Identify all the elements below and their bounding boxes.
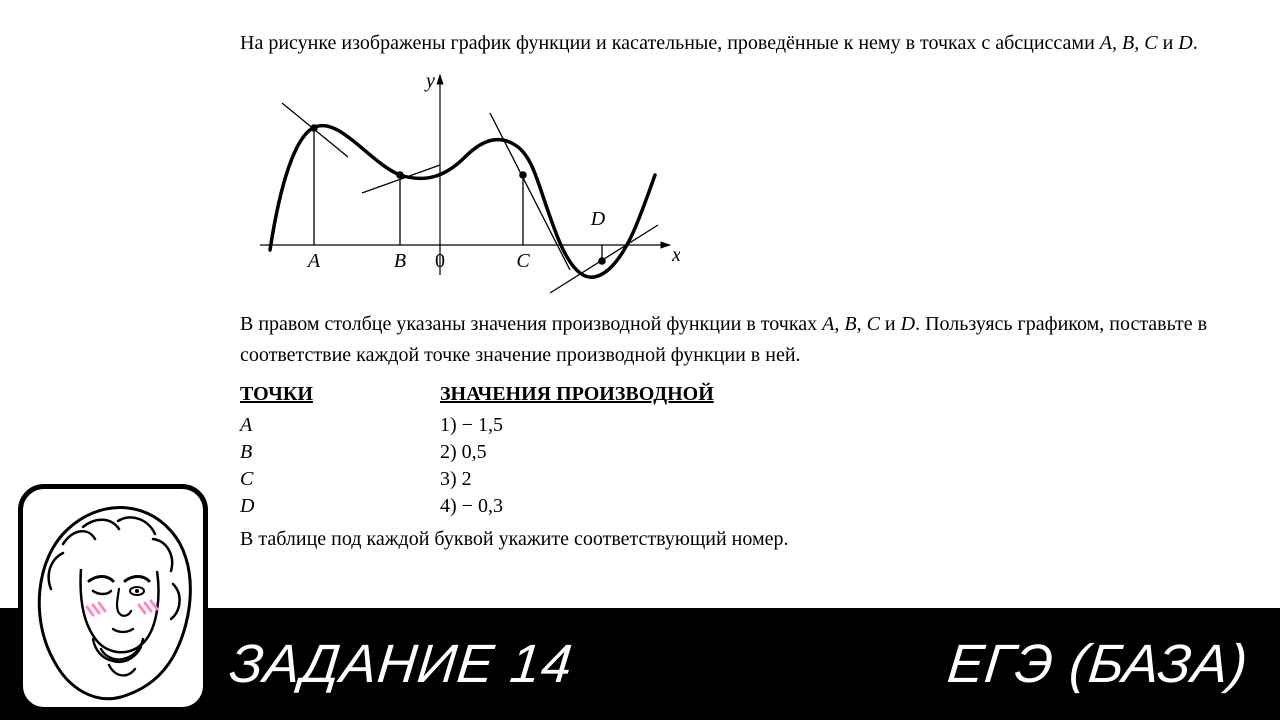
svg-text:C: C <box>516 250 530 272</box>
value-4: 4) − 0,3 <box>440 493 503 520</box>
footer-right-text: ЕГЭ (БАЗА) <box>942 608 1254 720</box>
point-b: B <box>240 439 440 466</box>
svg-text:D: D <box>590 208 606 230</box>
avatar-frame <box>18 484 208 712</box>
values-header: ЗНАЧЕНИЯ ПРОИЗВОДНОЙ <box>440 379 714 410</box>
footer-left-text: ЗАДАНИЕ 14 <box>224 608 578 720</box>
point-d: D <box>240 493 440 520</box>
svg-text:x: x <box>671 244 680 266</box>
value-3: 3) 2 <box>440 466 503 493</box>
svg-text:0: 0 <box>435 250 445 272</box>
points-column: A B C D <box>240 412 440 520</box>
svg-text:y: y <box>424 70 435 92</box>
svg-text:A: A <box>306 250 321 272</box>
columns-header: ТОЧКИ ЗНАЧЕНИЯ ПРОИЗВОДНОЙ <box>240 379 1240 410</box>
point-a: A <box>240 412 440 439</box>
tail-text: В таблице под каждой буквой укажите соот… <box>240 524 1240 555</box>
problem-body: На рисунке изображены график функции и к… <box>240 28 1240 561</box>
after-graph-text: В правом столбце указаны значения произв… <box>240 309 1240 371</box>
values-column: 1) − 1,5 2) 0,5 3) 2 4) − 0,3 <box>440 412 503 520</box>
point-c: C <box>240 466 440 493</box>
function-graph: A B 0 C Dx y <box>240 65 680 295</box>
value-1: 1) − 1,5 <box>440 412 503 439</box>
avatar-icon <box>23 489 203 707</box>
match-rows: A B C D 1) − 1,5 2) 0,5 3) 2 4) − 0,3 <box>240 412 1240 520</box>
graph-figure: A B 0 C Dx y <box>240 65 1240 305</box>
svg-text:B: B <box>394 250 406 272</box>
value-2: 2) 0,5 <box>440 439 503 466</box>
points-header: ТОЧКИ <box>240 379 440 410</box>
intro-text: На рисунке изображены график функции и к… <box>240 28 1240 59</box>
